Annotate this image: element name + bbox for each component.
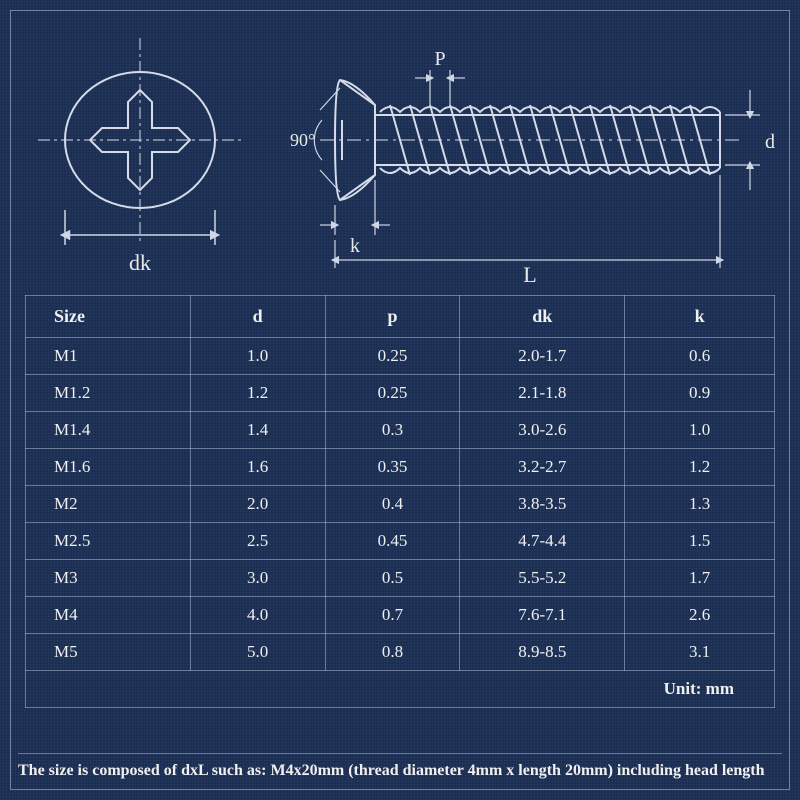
table-cell: 3.2-2.7 (460, 449, 625, 486)
col-k: k (625, 296, 775, 338)
table-cell: 0.5 (325, 560, 460, 597)
table-row: M1.41.40.33.0-2.61.0 (26, 412, 775, 449)
table-cell: 2.6 (625, 597, 775, 634)
table-cell: 1.3 (625, 486, 775, 523)
table-row: M1.61.60.353.2-2.71.2 (26, 449, 775, 486)
front-view (38, 38, 242, 242)
table-cell: 2.5 (190, 523, 325, 560)
table-cell: 3.0-2.6 (460, 412, 625, 449)
label-p: P (434, 48, 445, 70)
table-cell: 1.6 (190, 449, 325, 486)
label-k: k (350, 235, 360, 257)
dimensions-table-wrap: Size d p dk k M11.00.252.0-1.70.6M1.21.2… (25, 295, 775, 708)
footnote-text: The size is composed of dxL such as: M4x… (18, 753, 782, 782)
table-cell: 1.0 (625, 412, 775, 449)
col-dk: dk (460, 296, 625, 338)
table-cell: 0.35 (325, 449, 460, 486)
table-cell: 0.25 (325, 338, 460, 375)
table-cell: 0.25 (325, 375, 460, 412)
table-cell: 0.6 (625, 338, 775, 375)
table-cell: M3 (26, 560, 191, 597)
table-cell: 0.4 (325, 486, 460, 523)
table-cell: 1.2 (625, 449, 775, 486)
table-cell: 3.1 (625, 634, 775, 671)
table-row: M33.00.55.5-5.21.7 (26, 560, 775, 597)
table-cell: 0.45 (325, 523, 460, 560)
table-cell: 1.4 (190, 412, 325, 449)
table-row: M1.21.20.252.1-1.80.9 (26, 375, 775, 412)
table-cell: 0.7 (325, 597, 460, 634)
table-cell: M2.5 (26, 523, 191, 560)
table-cell: 1.7 (625, 560, 775, 597)
table-row: M2.52.50.454.7-4.41.5 (26, 523, 775, 560)
table-cell: 0.8 (325, 634, 460, 671)
col-d: d (190, 296, 325, 338)
dimensions-table: Size d p dk k M11.00.252.0-1.70.6M1.21.2… (25, 295, 775, 708)
table-cell: 2.0 (190, 486, 325, 523)
label-dk-front: dk (129, 250, 151, 275)
col-p: p (325, 296, 460, 338)
table-cell: M2 (26, 486, 191, 523)
table-cell: 1.5 (625, 523, 775, 560)
table-row: M44.00.77.6-7.12.6 (26, 597, 775, 634)
label-L: L (523, 262, 536, 287)
table-cell: 1.0 (190, 338, 325, 375)
table-cell: 8.9-8.5 (460, 634, 625, 671)
table-cell: 1.2 (190, 375, 325, 412)
table-cell: 0.3 (325, 412, 460, 449)
table-cell: 0.9 (625, 375, 775, 412)
table-row: M11.00.252.0-1.70.6 (26, 338, 775, 375)
table-cell: M1.2 (26, 375, 191, 412)
table-cell: M1.4 (26, 412, 191, 449)
unit-row: Unit: mm (26, 671, 775, 708)
table-row: M55.00.88.9-8.53.1 (26, 634, 775, 671)
screw-diagram: dk (20, 20, 780, 290)
table-cell: M1 (26, 338, 191, 375)
label-angle: 90° (290, 130, 315, 150)
table-cell: 2.1-1.8 (460, 375, 625, 412)
side-view (320, 80, 740, 200)
table-header-row: Size d p dk k (26, 296, 775, 338)
table-row: M22.00.43.8-3.51.3 (26, 486, 775, 523)
table-cell: 3.8-3.5 (460, 486, 625, 523)
label-d: d (765, 131, 775, 153)
table-cell: M1.6 (26, 449, 191, 486)
table-cell: M4 (26, 597, 191, 634)
table-cell: 4.7-4.4 (460, 523, 625, 560)
table-cell: 2.0-1.7 (460, 338, 625, 375)
col-size: Size (26, 296, 191, 338)
unit-label: Unit: mm (26, 671, 775, 708)
table-cell: M5 (26, 634, 191, 671)
table-cell: 4.0 (190, 597, 325, 634)
table-cell: 5.0 (190, 634, 325, 671)
table-cell: 3.0 (190, 560, 325, 597)
table-cell: 5.5-5.2 (460, 560, 625, 597)
table-cell: 7.6-7.1 (460, 597, 625, 634)
